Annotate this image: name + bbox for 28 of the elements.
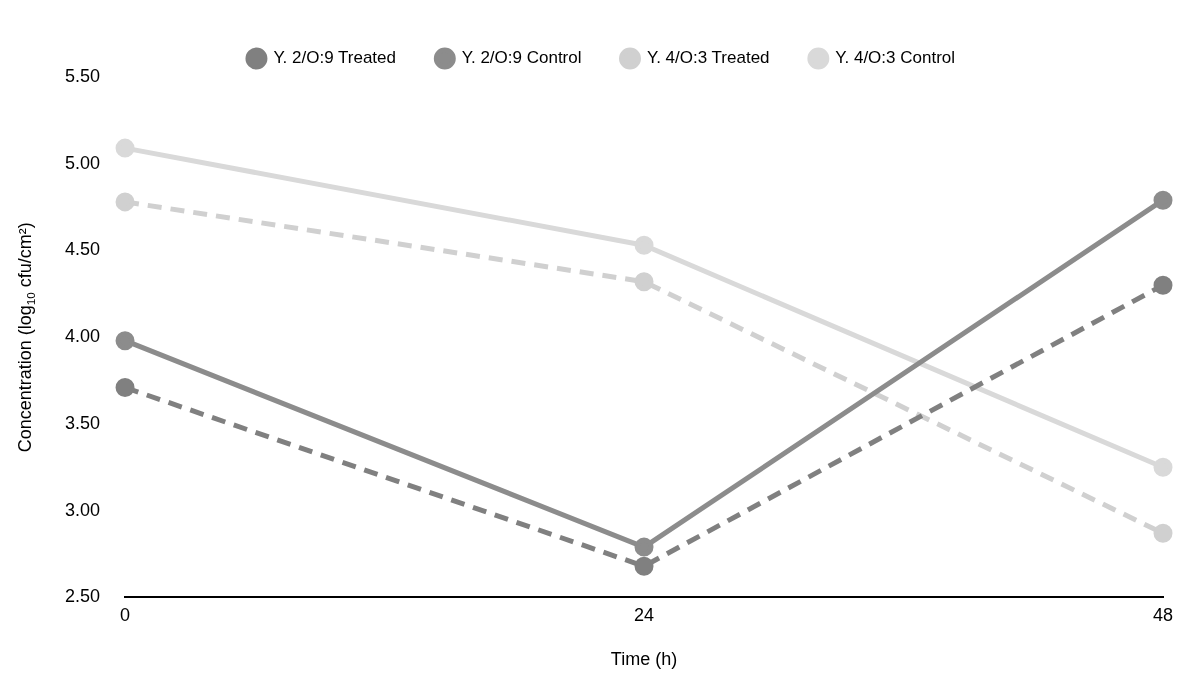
y-tick-label: 4.00 bbox=[64, 326, 101, 347]
point bbox=[115, 192, 135, 212]
point bbox=[115, 138, 135, 158]
point bbox=[634, 235, 654, 255]
legend-label: Y. 2/O:9 Treated bbox=[273, 48, 396, 68]
point bbox=[1153, 190, 1173, 210]
y-tick-label: 5.50 bbox=[64, 65, 101, 86]
point bbox=[1153, 523, 1173, 543]
x-axis-title: Time (h) bbox=[610, 648, 678, 669]
legend-label: Y. 2/O:9 Control bbox=[461, 48, 582, 68]
x-tick-label: 24 bbox=[634, 605, 655, 626]
x-tick-label: 48 bbox=[1152, 605, 1174, 626]
legend-label: Y. 4/O:3 Treated bbox=[647, 48, 770, 68]
point bbox=[634, 537, 654, 557]
point bbox=[115, 378, 135, 398]
x-tick-label: 0 bbox=[120, 605, 131, 626]
y-tick-label: 3.50 bbox=[64, 412, 101, 433]
y-tick-label: 3.00 bbox=[64, 499, 101, 520]
y-tick-label: 5.00 bbox=[64, 152, 101, 173]
point bbox=[1153, 457, 1173, 477]
point bbox=[634, 272, 654, 292]
y-tick-label: 2.50 bbox=[64, 586, 101, 607]
y-tick-label: 4.50 bbox=[64, 239, 101, 260]
point bbox=[115, 331, 135, 351]
y-axis-title: Concentration (log10 cfu/cm²) bbox=[14, 222, 37, 453]
point bbox=[634, 556, 654, 576]
legend-label: Y. 4/O:3 Control bbox=[835, 48, 956, 68]
point bbox=[1153, 275, 1173, 295]
